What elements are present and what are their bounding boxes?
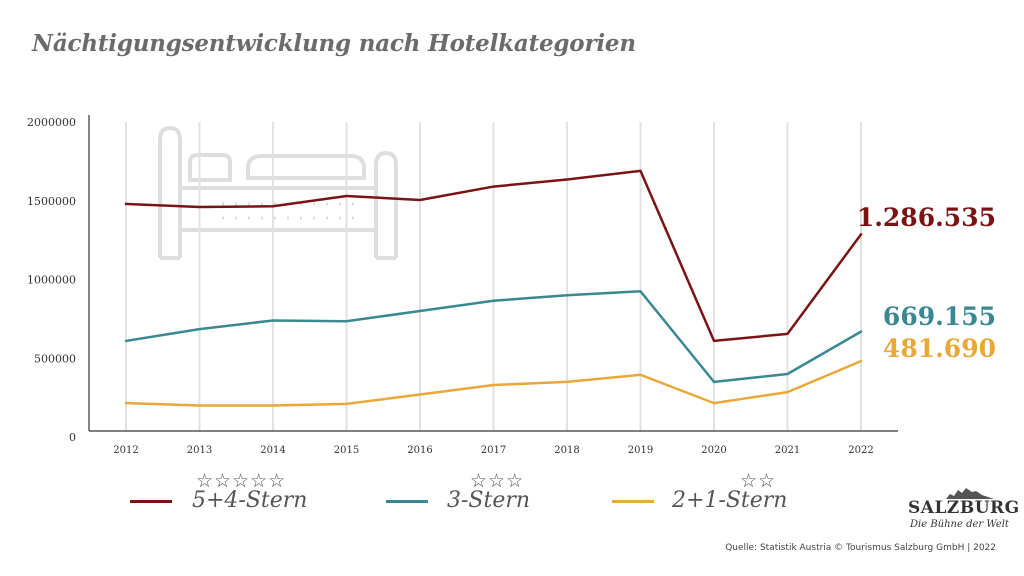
y-tick-label: 0 — [69, 431, 76, 444]
legend-stars-2: ☆☆ — [740, 470, 777, 492]
logo-tagline: Die Bühne der Welt — [910, 519, 1009, 530]
x-tick-label: 2015 — [334, 445, 359, 456]
legend-label: 2+1-Stern — [672, 488, 788, 513]
bed-icon — [158, 125, 398, 260]
legend-label: 5+4-Stern — [192, 488, 308, 513]
series-line-2 — [124, 290, 863, 384]
legend-swatch — [386, 500, 428, 503]
end-label-1: 1.286.535 — [857, 203, 996, 232]
series-lines — [124, 169, 863, 407]
skyline-icon — [946, 488, 994, 499]
y-tick-label: 1000000 — [27, 274, 76, 287]
legend-item-3-stern: ☆☆☆ 3-Stern — [386, 470, 556, 518]
x-tick-label: 2017 — [481, 445, 506, 456]
source-note: Quelle: Statistik Austria © Tourismus Sa… — [725, 543, 996, 553]
end-label-2: 669.155 — [883, 302, 996, 331]
legend-stars-5: ☆☆☆☆☆ — [196, 470, 287, 492]
legend-label: 3-Stern — [447, 488, 531, 513]
legend-item-5-4-stern: ☆☆☆☆☆ 5+4-Stern — [130, 470, 330, 518]
legend-item-2-1-stern: ☆☆ 2+1-Stern — [612, 470, 802, 518]
x-tick-label: 2020 — [701, 445, 726, 456]
salzburg-logo: SALZBURG Die Bühne der Welt — [906, 484, 1019, 534]
end-labels: 1.286.535 669.155 481.690 — [857, 203, 996, 363]
x-tick-label: 2016 — [407, 445, 432, 456]
y-tick-label: 1500000 — [27, 195, 76, 208]
legend-stars-3: ☆☆☆ — [470, 470, 525, 492]
legend-swatch — [612, 500, 654, 503]
x-tick-label: 2019 — [628, 445, 653, 456]
x-tick-label: 2018 — [554, 445, 579, 456]
x-tick-label: 2014 — [260, 445, 285, 456]
x-ticks: 2012 2013 2014 2015 2016 2017 2018 2019 2020 2021… — [113, 445, 873, 456]
x-tick-label: 2012 — [113, 445, 138, 456]
logo-name: SALZBURG — [908, 498, 1020, 518]
series-line-3 — [124, 359, 863, 407]
y-tick-label: 500000 — [34, 352, 76, 365]
x-tick-label: 2013 — [187, 445, 212, 456]
legend-swatch — [130, 500, 172, 503]
x-tick-label: 2021 — [775, 445, 800, 456]
y-tick-label: 2000000 — [27, 116, 76, 129]
series-line-1 — [124, 169, 863, 343]
x-tick-label: 2022 — [848, 445, 873, 456]
y-ticks: 0 500000 1000000 1500000 2000000 — [27, 116, 76, 444]
chart-title: Nächtigungsentwicklung nach Hotelkategor… — [32, 30, 636, 57]
end-label-3: 481.690 — [883, 334, 996, 363]
